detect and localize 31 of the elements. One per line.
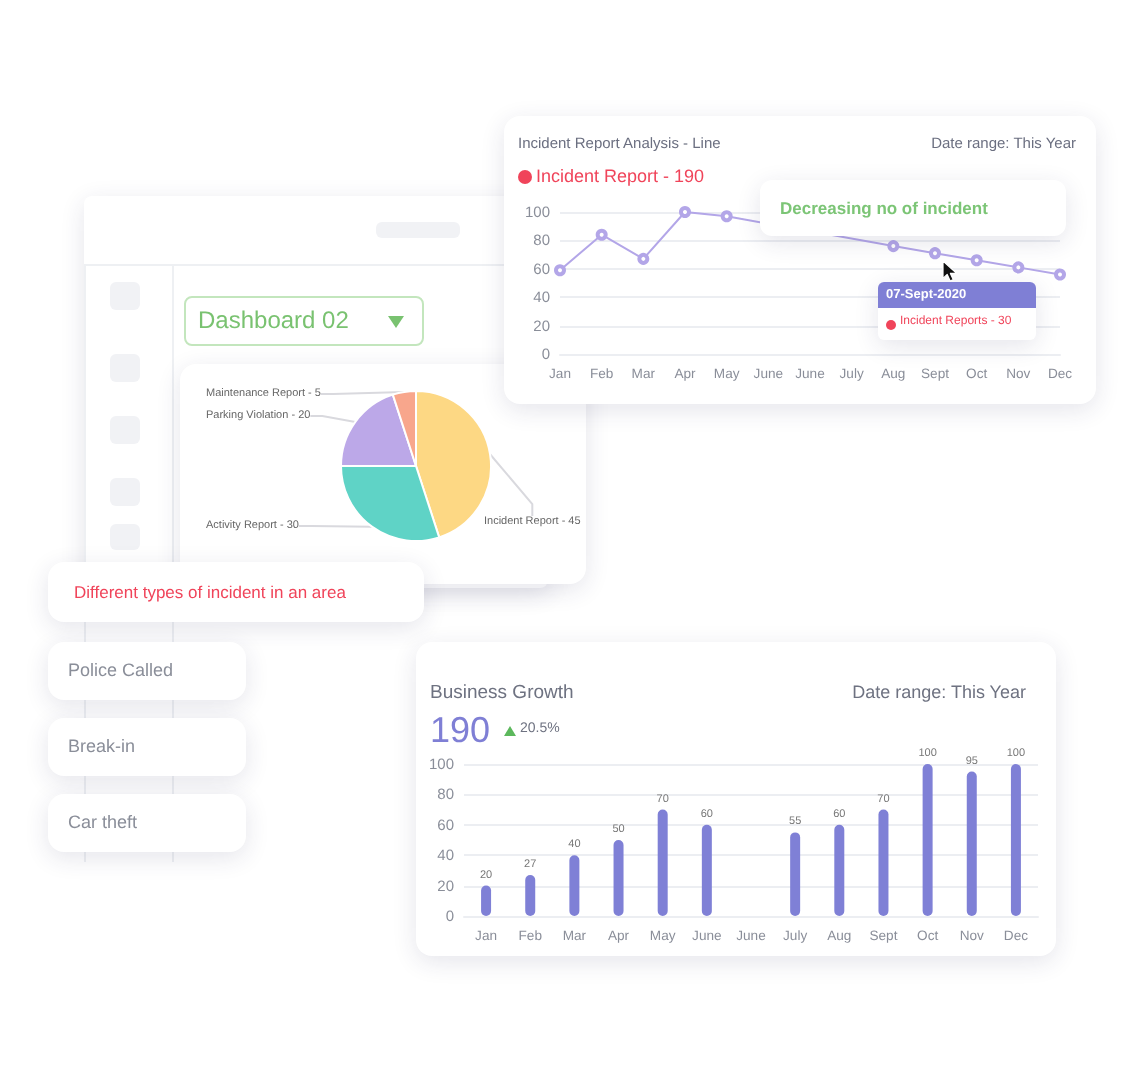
bar: [922, 764, 933, 916]
chart-title: Dashboard 02: [198, 306, 349, 336]
text: Different types of incident in an area: [74, 581, 346, 603]
point: [887, 240, 900, 253]
chart-title: Business Growth: [430, 682, 574, 705]
point: [1012, 261, 1025, 274]
bar: [878, 809, 889, 916]
point: [595, 228, 608, 241]
point: [720, 210, 733, 223]
text: 190: [430, 710, 491, 754]
text: Police Called: [68, 660, 174, 682]
point: [637, 252, 650, 265]
bar: [525, 874, 536, 916]
bar: [657, 809, 668, 916]
bar: [701, 824, 712, 916]
text: Date range: This Year: [852, 682, 1026, 704]
point: [1054, 268, 1066, 281]
point: [679, 206, 691, 218]
text: Break-in: [68, 736, 136, 758]
annotation: Decreasing no of incident: [780, 197, 988, 219]
point: [929, 247, 941, 260]
chart-subtitle: Incident Report - 190: [536, 166, 705, 188]
point: [970, 254, 983, 267]
bar: [790, 832, 801, 916]
bar: [569, 855, 580, 916]
bar: [1010, 764, 1021, 916]
bar: [834, 824, 845, 916]
text: Car theft: [68, 812, 138, 834]
bar: [613, 840, 624, 916]
bar: [966, 771, 977, 916]
point: [554, 264, 566, 277]
